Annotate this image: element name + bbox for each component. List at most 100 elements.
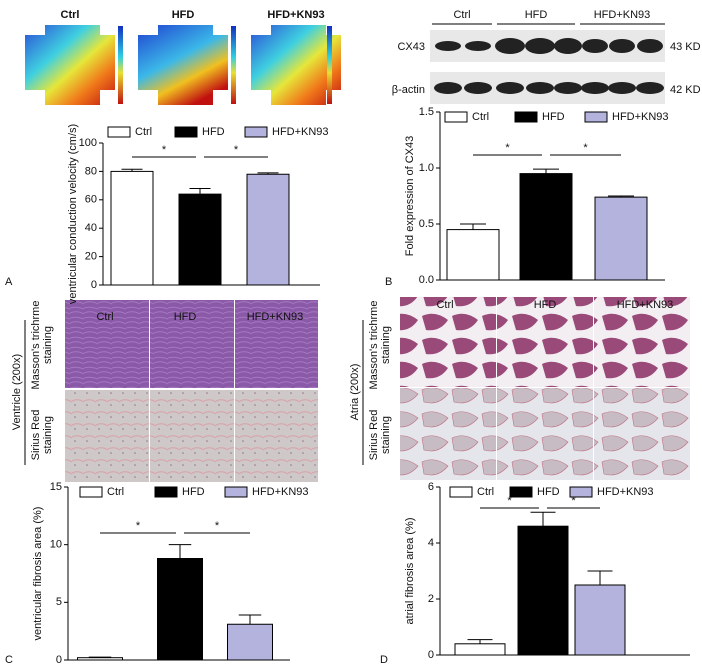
bar: [157, 558, 203, 661]
legend-label: HFD+KN93: [252, 486, 309, 498]
significance-mark: *: [215, 520, 220, 532]
y-tick-label: 2: [428, 593, 434, 605]
significance-mark: *: [505, 142, 510, 154]
y-tick-label: 100: [79, 137, 97, 149]
y-tick-label: 5: [56, 596, 62, 608]
significance-mark: *: [136, 520, 141, 532]
legend-label: Ctrl: [472, 111, 489, 123]
western-blot: [430, 23, 665, 104]
column-label: Ctrl: [436, 299, 453, 311]
row-label: Sirius Red: [368, 410, 380, 461]
bar: [594, 196, 648, 281]
y-tick-label: 4: [428, 537, 434, 549]
bar: [246, 173, 290, 286]
bar: [454, 643, 506, 656]
y-tick-label: 15: [50, 481, 62, 493]
size-label: 42 KD: [670, 84, 701, 96]
bar: [574, 584, 626, 656]
panel-label: B: [385, 276, 392, 288]
protein-label: β-actin: [392, 84, 425, 96]
lane-label: HFD: [525, 9, 548, 21]
row-label: Masson's trichrme: [368, 301, 380, 390]
significance-mark: *: [162, 144, 167, 156]
legend-label: HFD+KN93: [597, 486, 654, 498]
panel-label: A: [5, 276, 13, 288]
bar: [110, 170, 154, 286]
y-tick-label: 80: [85, 165, 97, 177]
column-label: HFD+KN93: [247, 311, 304, 323]
legend-label: HFD: [182, 486, 205, 498]
size-label: 43 KD: [670, 41, 701, 53]
row-label: Masson's trichrme: [30, 301, 42, 390]
legend-label: HFD: [537, 486, 560, 498]
legend-label: Ctrl: [135, 126, 152, 138]
bar: [519, 173, 573, 281]
column-label: HFD+KN93: [617, 299, 674, 311]
legend-swatch: [174, 126, 198, 138]
panel-label: C: [5, 654, 13, 666]
row-label: staining: [380, 416, 392, 454]
lane-label: HFD+KN93: [594, 9, 651, 21]
legend-label: Ctrl: [477, 486, 494, 498]
ventricle-histology: [24, 300, 318, 482]
y-tick-label: 1.5: [419, 106, 434, 118]
column-label: HFD: [174, 311, 197, 323]
y-tick-label: 0.5: [419, 218, 434, 230]
y-axis-label: atrial fibrosis area (%): [404, 518, 416, 625]
group-label: Atria (200x): [349, 364, 361, 421]
bar: [517, 525, 569, 656]
lane-label: Ctrl: [453, 9, 470, 21]
legend-swatch: [514, 111, 538, 123]
significance-mark: *: [571, 495, 576, 507]
legend-label: HFD: [202, 126, 225, 138]
y-tick-label: 6: [428, 481, 434, 493]
y-tick-label: 20: [85, 251, 97, 263]
significance-mark: *: [234, 144, 239, 156]
protein-label: CX43: [397, 41, 425, 53]
bar: [446, 229, 500, 281]
legend-label: HFD+KN93: [612, 111, 669, 123]
legend-swatch: [107, 126, 131, 138]
bar: [178, 193, 222, 286]
bar: [227, 623, 273, 661]
y-axis-label: Fold expression of CX43: [404, 136, 416, 256]
legend-swatch: [444, 111, 468, 123]
conduction-maps: [25, 25, 341, 105]
legend-label: Ctrl: [107, 486, 124, 498]
row-label: staining: [42, 326, 54, 364]
map-label: HFD: [172, 9, 195, 21]
legend-swatch: [224, 486, 248, 498]
significance-mark: *: [583, 142, 588, 154]
column-label: HFD: [534, 299, 557, 311]
legend-swatch: [449, 486, 473, 498]
y-tick-label: 0: [428, 649, 434, 661]
y-tick-label: 0.0: [419, 274, 434, 286]
legend-swatch: [79, 486, 103, 498]
y-tick-label: 1.0: [419, 162, 434, 174]
bar: [77, 657, 123, 661]
y-tick-label: 60: [85, 194, 97, 206]
panel-label: D: [380, 654, 388, 666]
y-tick-label: 10: [50, 539, 62, 551]
atria-histology: [362, 297, 690, 480]
row-label: staining: [42, 416, 54, 454]
column-label: Ctrl: [96, 311, 113, 323]
legend-label: HFD: [542, 111, 565, 123]
significance-mark: *: [507, 495, 512, 507]
legend-swatch: [154, 486, 178, 498]
map-label: HFD+KN93: [267, 9, 324, 21]
legend-swatch: [509, 486, 533, 498]
y-axis-label: ventricular conduction velocity (cm/s): [67, 124, 79, 304]
legend-swatch: [569, 486, 593, 498]
legend-swatch: [244, 126, 268, 138]
group-label: Ventricle (200x): [11, 354, 23, 430]
row-label: staining: [380, 326, 392, 364]
y-axis-label: ventricular fibrosis area (%): [32, 507, 44, 641]
row-label: Sirius Red: [30, 410, 42, 461]
legend-swatch: [584, 111, 608, 123]
y-tick-label: 0: [56, 654, 62, 666]
map-label: Ctrl: [61, 9, 80, 21]
y-tick-label: 0: [91, 279, 97, 291]
y-tick-label: 40: [85, 222, 97, 234]
